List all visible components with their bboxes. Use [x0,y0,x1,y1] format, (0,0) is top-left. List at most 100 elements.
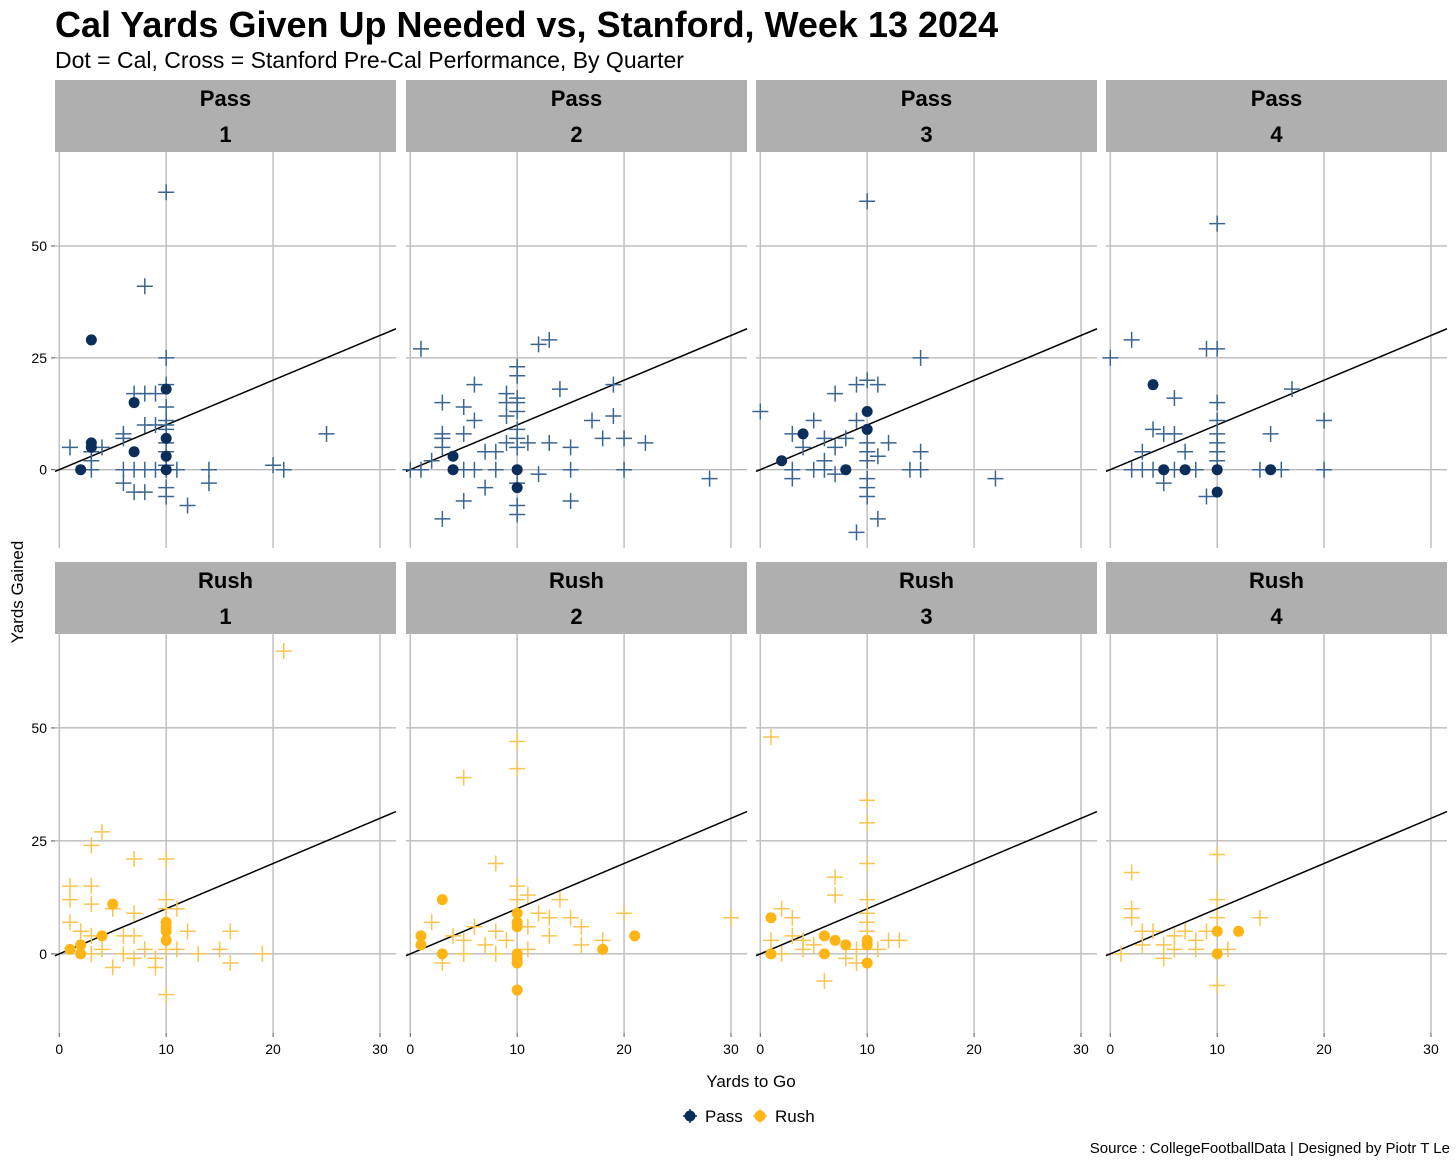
stanford-cross-point [1102,349,1119,366]
facet-strip [406,80,747,152]
stanford-cross-point [423,914,440,931]
reference-line-y-equals-x [405,810,748,957]
facet-strip-quarter-label: 2 [570,122,582,147]
stanford-cross-point [147,385,164,402]
stanford-cross-point [762,932,779,949]
stanford-cross-point [200,461,217,478]
facet-strip-play-label: Rush [1249,568,1304,593]
cal-dot-point [861,939,873,951]
stanford-cross-point [1209,215,1226,232]
y-tick-label: 50 [31,238,47,254]
stanford-cross-point [816,973,833,990]
cal-dot-point [1179,464,1191,476]
reference-line-y-equals-x [405,328,748,473]
stanford-cross-point [83,837,100,854]
stanford-cross-point [519,887,536,904]
facet-strip [1106,80,1447,152]
stanford-cross-point [1155,950,1172,967]
stanford-cross-point [541,331,558,348]
stanford-cross-point [498,932,515,949]
facet-strip-quarter-label: 4 [1270,604,1283,629]
stanford-cross-point [859,814,876,831]
cal-dot-point [1211,464,1223,476]
stanford-cross-point [445,927,462,944]
stanford-cross-point [126,927,143,944]
cal-dot-point [1211,925,1223,937]
stanford-cross-point [1112,945,1129,962]
stanford-cross-point [1187,941,1204,958]
stanford-cross-point [168,900,185,917]
stanford-cross-point [594,430,611,447]
stanford-cross-point [519,434,536,451]
stanford-cross-point [1198,488,1215,505]
stanford-cross-point [816,430,833,447]
stanford-cross-point [616,430,633,447]
cal-dot-point [107,898,119,910]
stanford-cross-point [487,855,504,872]
chart-title: Cal Yards Given Up Needed vs, Stanford, … [55,4,999,45]
stanford-cross-point [455,945,472,962]
cal-dot-point [629,930,641,942]
cal-dot-point [128,446,140,458]
stanford-cross-point [530,466,547,483]
stanford-cross-point [402,461,419,478]
x-tick-label: 20 [265,1041,281,1057]
stanford-cross-point [859,792,876,809]
stanford-cross-point [1166,941,1183,958]
stanford-cross-point [530,905,547,922]
stanford-cross-point [455,425,472,442]
stanford-cross-point [455,399,472,416]
stanford-cross-point [616,461,633,478]
cal-dot-point [1211,948,1223,960]
x-tick-label: 0 [1106,1041,1114,1057]
x-tick-label: 10 [158,1041,174,1057]
stanford-cross-point [487,461,504,478]
cal-dot-point [160,432,172,444]
stanford-cross-point [541,434,558,451]
stanford-cross-point [83,896,100,913]
facet-strip-play-label: Pass [551,86,602,111]
stanford-cross-point [498,408,515,424]
stanford-cross-point [1123,864,1140,881]
x-tick-label: 10 [859,1041,875,1057]
stanford-cross-point [254,945,271,962]
stanford-cross-point [61,891,78,908]
facet-strip-play-label: Rush [549,568,604,593]
stanford-cross-point [136,278,153,295]
facet-strip-quarter-label: 1 [219,122,231,147]
x-tick-label: 30 [1073,1041,1089,1057]
cal-dot-point [160,383,172,395]
stanford-cross-point [509,891,526,908]
y-tick-label: 0 [39,946,47,962]
stanford-cross-point [859,452,876,469]
stanford-cross-point [147,959,164,976]
legend-dot-icon [754,1110,766,1122]
x-tick-label: 20 [1316,1041,1332,1057]
stanford-cross-point [562,909,579,926]
stanford-cross-point [987,470,1004,487]
stanford-cross-point [434,394,451,411]
cal-dot-point [511,907,523,919]
cal-dot-point [818,930,830,942]
x-tick-label: 0 [756,1041,764,1057]
stanford-cross-point [912,349,929,366]
stanford-cross-point [827,466,844,483]
cal-dot-point [511,482,523,494]
y-tick-label: 25 [31,350,47,366]
stanford-cross-point [1134,936,1151,953]
cal-dot-point [1233,925,1245,937]
facet-strip-play-label: Rush [198,568,253,593]
stanford-cross-point [573,918,590,935]
cal-dot-point [861,423,873,435]
x-tick-label: 10 [1209,1041,1225,1057]
facet-strip [1106,562,1447,634]
stanford-cross-point [509,439,526,456]
cal-dot-point [776,455,788,467]
stanford-cross-point [158,349,175,366]
facet-panel: Pass 1 0 25 50 [31,80,397,548]
stanford-cross-point [562,439,579,456]
stanford-cross-point [1145,923,1162,940]
stanford-cross-point [61,914,78,931]
